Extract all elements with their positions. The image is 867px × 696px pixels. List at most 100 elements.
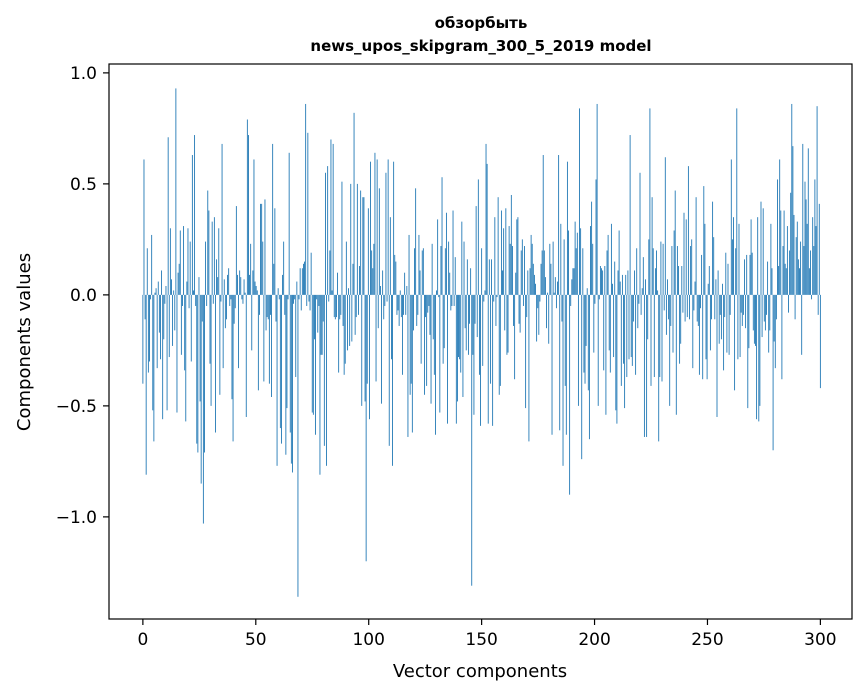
bar: [728, 294, 730, 355]
bar: [428, 294, 430, 306]
bar: [260, 203, 261, 295]
bar: [614, 261, 616, 295]
bar: [617, 270, 619, 295]
bar: [522, 294, 524, 306]
bar: [204, 294, 205, 453]
bar: [151, 234, 153, 295]
bar: [349, 294, 351, 346]
bar: [433, 294, 435, 375]
x-axis-ticks: 0 50 100 150 200 250 300: [137, 619, 837, 650]
bar: [453, 294, 455, 306]
bar: [730, 159, 732, 295]
bar: [481, 248, 483, 295]
bar: [142, 294, 144, 384]
bar: [536, 294, 538, 342]
bar: [477, 179, 479, 295]
bar: [306, 294, 308, 306]
bar: [682, 294, 684, 313]
bar: [590, 226, 591, 295]
bar: [694, 281, 696, 295]
bar: [333, 294, 335, 318]
bar: [753, 294, 755, 344]
x-tick-label: 100: [352, 630, 384, 650]
bar: [744, 259, 745, 295]
bar: [317, 294, 319, 333]
bar: [347, 294, 348, 351]
bar: [491, 259, 492, 295]
bar: [683, 212, 685, 295]
bar: [334, 294, 336, 320]
bar: [819, 294, 821, 389]
bar: [675, 294, 677, 415]
bar: [711, 294, 712, 320]
bar: [685, 219, 687, 295]
bar: [788, 294, 789, 313]
bar: [679, 294, 681, 364]
bar: [472, 294, 474, 355]
bar: [660, 241, 662, 295]
bar: [249, 274, 250, 295]
bar: [569, 294, 571, 495]
bar: [250, 243, 252, 295]
bar: [296, 281, 298, 295]
bar: [778, 266, 780, 295]
bar: [813, 246, 815, 295]
bar: [455, 294, 457, 424]
bar: [256, 290, 258, 295]
bar: [588, 294, 590, 440]
bar: [318, 294, 320, 306]
bar: [539, 294, 541, 302]
bar: [749, 254, 751, 295]
bar: [530, 234, 532, 295]
bar: [476, 294, 478, 338]
bar: [541, 250, 543, 295]
bar: [179, 230, 181, 295]
bar: [595, 179, 597, 295]
bar: [740, 294, 742, 313]
bar: [395, 261, 397, 295]
bar: [538, 294, 540, 335]
bar: [285, 294, 287, 455]
y-axis-ticks: 1.0 0.5 0.0 −0.5 −1.0: [56, 64, 109, 528]
bar: [326, 294, 327, 466]
bar: [397, 294, 399, 311]
bar: [742, 294, 744, 315]
bar: [768, 294, 770, 353]
bar: [598, 294, 600, 300]
bar: [781, 294, 783, 380]
bar: [488, 259, 490, 295]
bar: [560, 223, 562, 295]
bar: [220, 294, 222, 302]
bar: [231, 294, 233, 400]
bar: [218, 228, 220, 295]
bar: [558, 155, 560, 295]
bar: [311, 294, 313, 413]
x-tick-label: 50: [245, 630, 267, 650]
bar: [480, 294, 481, 426]
bar: [385, 172, 387, 295]
bar: [186, 281, 188, 295]
bar: [656, 250, 657, 295]
bar: [190, 294, 192, 362]
bar: [581, 294, 583, 460]
bar: [525, 294, 527, 409]
bar: [364, 294, 366, 402]
bar: [217, 277, 219, 295]
bar: [635, 294, 637, 375]
bar: [239, 270, 241, 295]
bar: [460, 294, 462, 373]
bar: [235, 206, 237, 295]
bar: [815, 226, 817, 295]
bar: [704, 223, 706, 295]
bar: [693, 294, 695, 311]
bar: [641, 288, 643, 295]
bar: [461, 221, 463, 295]
bar: [706, 294, 708, 380]
bar: [422, 248, 424, 295]
bar: [386, 294, 388, 302]
bar: [707, 283, 709, 295]
bar: [605, 294, 607, 415]
bar: [329, 250, 331, 295]
bar: [817, 294, 819, 315]
bar: [393, 161, 395, 295]
